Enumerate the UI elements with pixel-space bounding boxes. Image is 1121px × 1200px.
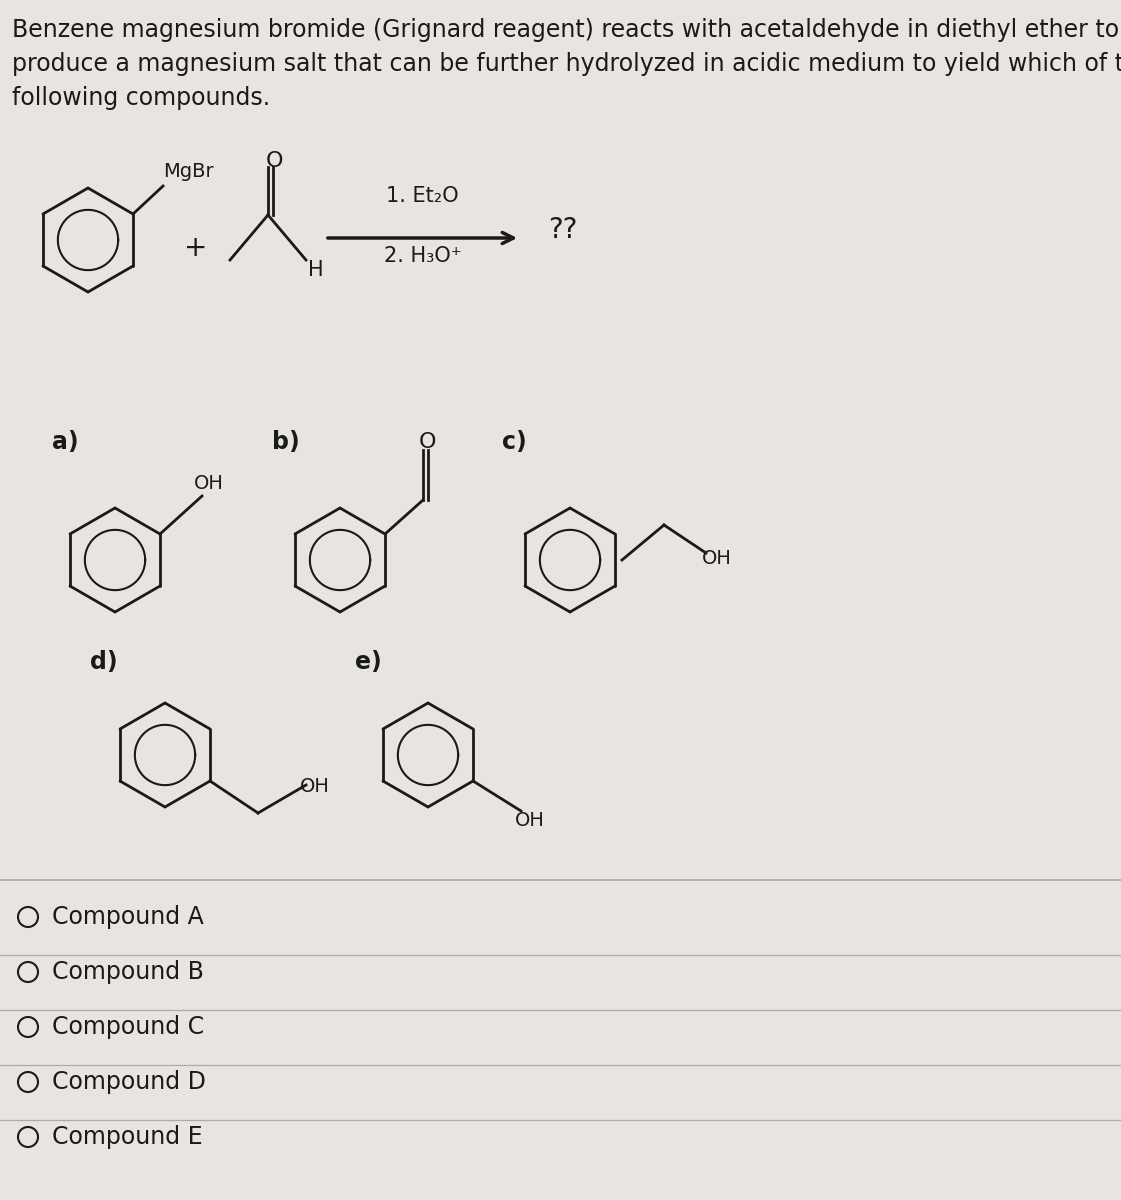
Text: 2. H₃O⁺: 2. H₃O⁺ <box>383 246 462 266</box>
Text: 1. Et₂O: 1. Et₂O <box>387 186 458 206</box>
Text: d): d) <box>90 650 118 674</box>
Text: ??: ?? <box>548 216 577 244</box>
Text: O: O <box>419 432 436 452</box>
Text: OH: OH <box>300 778 330 796</box>
Text: Benzene magnesium bromide (Grignard reagent) reacts with acetaldehyde in diethyl: Benzene magnesium bromide (Grignard reag… <box>12 18 1119 42</box>
Text: following compounds.: following compounds. <box>12 86 270 110</box>
Text: H: H <box>308 260 324 280</box>
Text: OH: OH <box>515 811 545 830</box>
Text: Compound C: Compound C <box>52 1015 204 1039</box>
Circle shape <box>18 1018 38 1037</box>
Text: Compound A: Compound A <box>52 905 204 929</box>
Text: b): b) <box>272 430 299 454</box>
Text: Compound B: Compound B <box>52 960 204 984</box>
Circle shape <box>18 907 38 926</box>
Circle shape <box>18 962 38 982</box>
Text: MgBr: MgBr <box>163 162 214 181</box>
Circle shape <box>18 1127 38 1147</box>
Text: +: + <box>184 234 207 262</box>
Text: Compound E: Compound E <box>52 1126 203 1150</box>
Circle shape <box>18 1072 38 1092</box>
Text: e): e) <box>355 650 382 674</box>
Text: Compound D: Compound D <box>52 1070 206 1094</box>
Text: OH: OH <box>194 474 224 493</box>
Text: OH: OH <box>702 550 732 568</box>
Text: c): c) <box>502 430 527 454</box>
Text: a): a) <box>52 430 78 454</box>
Text: produce a magnesium salt that can be further hydrolyzed in acidic medium to yiel: produce a magnesium salt that can be fur… <box>12 52 1121 76</box>
Text: O: O <box>266 151 284 170</box>
